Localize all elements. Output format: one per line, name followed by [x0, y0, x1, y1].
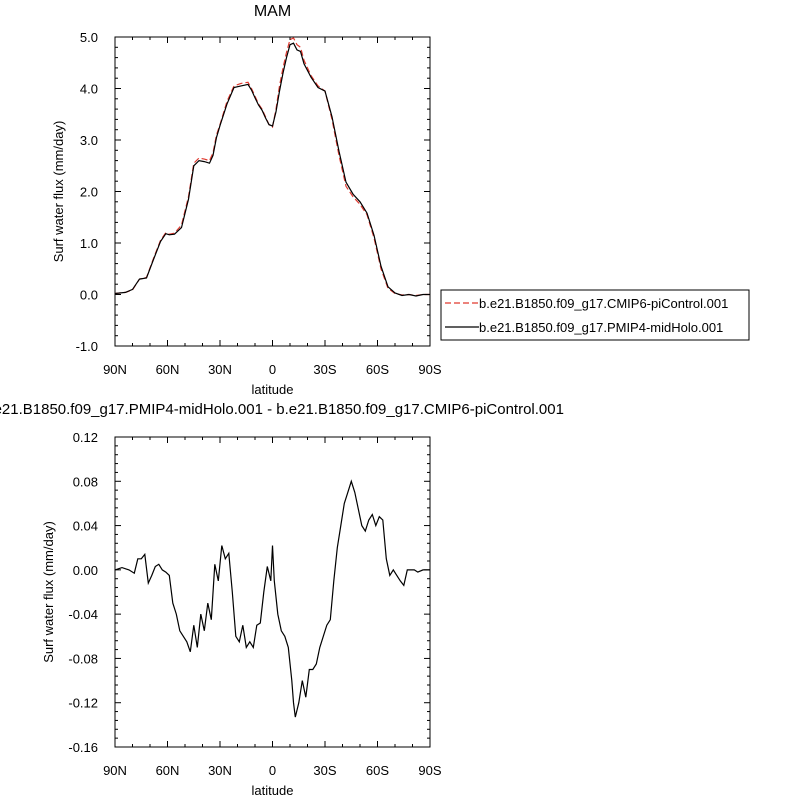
x-tick-label: 90S [418, 362, 441, 377]
y-tick-label: 5.0 [80, 30, 98, 45]
chart-title: MAM [254, 3, 291, 20]
y-tick-label: -0.16 [68, 740, 98, 755]
y-tick-label: 1.0 [80, 236, 98, 251]
y-tick-label: 4.0 [80, 82, 98, 97]
x-axis-label: latitude [252, 783, 294, 798]
x-tick-label: 0 [269, 763, 276, 778]
y-tick-label: 0.00 [73, 563, 98, 578]
x-tick-label: 0 [269, 362, 276, 377]
x-tick-label: 30S [313, 362, 336, 377]
x-tick-label: 60S [366, 763, 389, 778]
y-tick-label: -1.0 [76, 339, 98, 354]
y-tick-label: 2.0 [80, 185, 98, 200]
y-tick-label: -0.04 [68, 607, 98, 622]
x-tick-label: 90N [103, 763, 127, 778]
x-tick-label: 90N [103, 362, 127, 377]
legend-entry: b.e21.B1850.f09_g17.CMIP6-piControl.001 [479, 296, 728, 311]
series-line-b.e21.B1850.f09_g17.PMIP4-midHolo.001 [114, 42, 430, 297]
x-axis-label: latitude [252, 382, 294, 397]
y-tick-label: 3.0 [80, 133, 98, 148]
y-tick-label: 0.04 [73, 519, 98, 534]
x-tick-label: 30N [208, 763, 232, 778]
legend-box [440, 289, 750, 341]
x-tick-label: 60N [156, 362, 180, 377]
y-axis-label: Surf water flux (mm/day) [51, 121, 66, 263]
legend-entry: b.e21.B1850.f09_g17.PMIP4-midHolo.001 [479, 320, 723, 335]
x-tick-label: 90S [418, 763, 441, 778]
plot-frame [114, 436, 431, 748]
y-tick-label: -0.08 [68, 651, 98, 666]
top-panel-mam: MAM 90N 60N 30N 0 30S 60S 90S -1.0 0.0 1.0 2.0 3.0 4.… [51, 3, 750, 397]
chart-title: b.e21.B1850.f09_g17.PMIP4-midHolo.001 - … [0, 401, 564, 418]
x-tick-label: 60S [366, 362, 389, 377]
series-line-b.e21.B1850.f09_g17.CMIP6-piControl.001 [114, 37, 430, 297]
x-tick-label: 60N [156, 763, 180, 778]
x-tick-label: 30N [208, 362, 232, 377]
y-tick-label: 0.0 [80, 288, 98, 303]
plot-frame [114, 36, 431, 347]
y-tick-label: 0.12 [73, 430, 98, 445]
x-tick-label: 30S [313, 763, 336, 778]
series-line [114, 479, 430, 718]
y-axis-label: Surf water flux (mm/day) [41, 521, 56, 663]
y-tick-label: 0.08 [73, 474, 98, 489]
y-tick-label: -0.12 [68, 696, 98, 711]
bottom-panel-difference: b.e21.B1850.f09_g17.PMIP4-midHolo.001 - … [0, 401, 564, 798]
